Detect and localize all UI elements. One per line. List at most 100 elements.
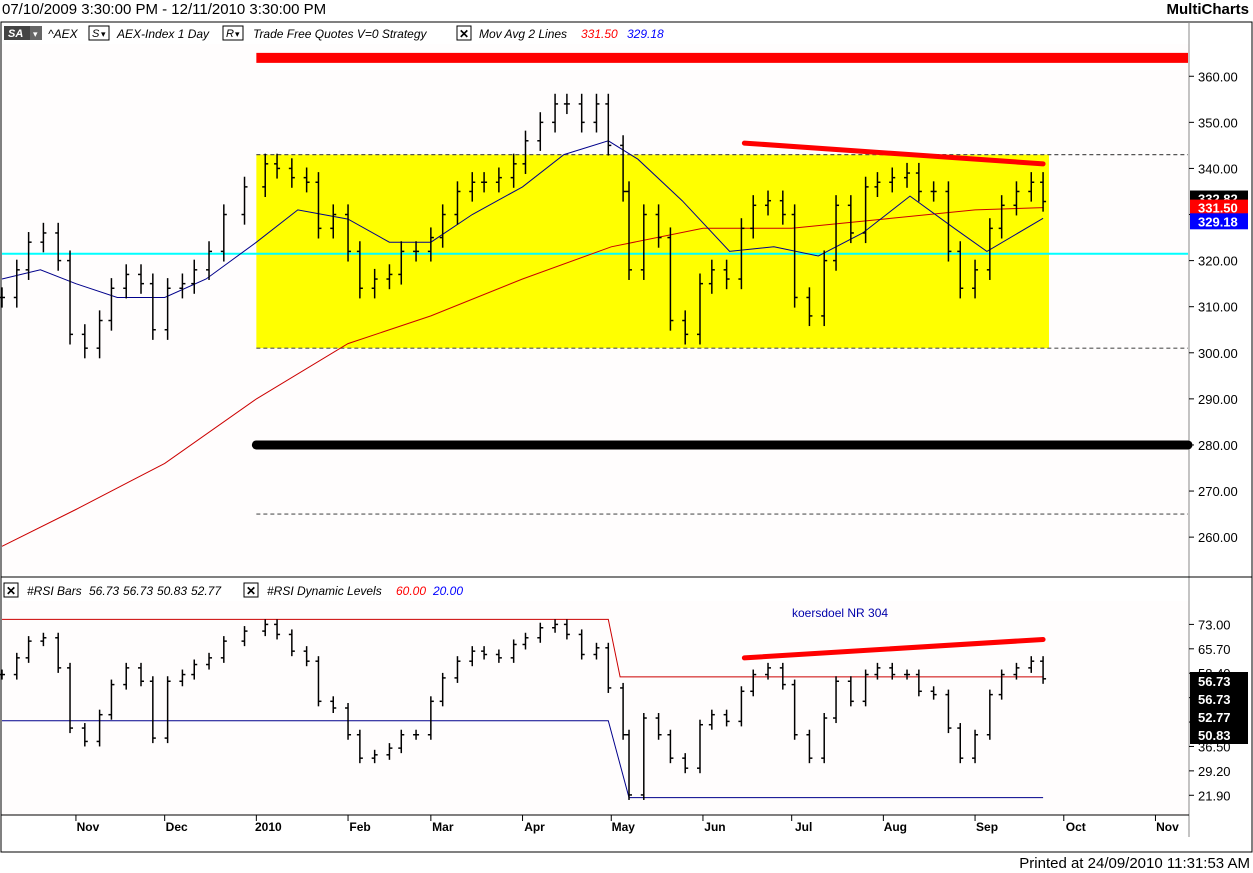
price-bar [779, 190, 786, 225]
brand-label: MultiCharts [1166, 1, 1250, 18]
price-bar [427, 227, 434, 262]
chevron-down-icon: ▾ [33, 29, 38, 39]
price-tick-label: 290.00 [1198, 392, 1238, 407]
sa-dropdown[interactable] [30, 26, 42, 40]
price-tick-label: 350.00 [1198, 115, 1238, 130]
rsi-annotation: koersdoel NR 304 [792, 606, 888, 620]
month-label: Feb [349, 820, 370, 834]
price-bar [67, 250, 74, 345]
rsi-bar [274, 619, 281, 640]
rsi-bar [696, 719, 703, 774]
price-bar [620, 135, 627, 202]
price-bar [495, 167, 502, 193]
range-box [256, 154, 1049, 349]
rsi-bar [241, 626, 248, 647]
price-bar [356, 241, 363, 299]
rsi-bar [738, 686, 745, 727]
rsi-bar [904, 669, 911, 680]
price-bar [164, 278, 171, 340]
price-bar [510, 153, 517, 188]
price-bar [862, 176, 869, 244]
rsi-badge [1190, 726, 1248, 744]
price-bar [149, 273, 156, 340]
month-label: Mar [432, 820, 454, 834]
printed-timestamp: Printed at 24/09/2010 11:31:53 AM [1019, 855, 1250, 872]
rsi-bar [330, 696, 337, 714]
rsi-toggle-checkbox[interactable] [3, 582, 19, 598]
rsi-upper-level [2, 618, 1044, 678]
price-bar [481, 172, 488, 193]
month-label: Aug [884, 820, 907, 834]
study-toggle-checkbox[interactable] [456, 25, 472, 41]
price-bar [593, 93, 600, 133]
rsi-levels-toggle-checkbox[interactable] [243, 582, 259, 598]
month-label: Sep [976, 820, 998, 834]
rsi-bar [510, 639, 517, 663]
price-bar [972, 259, 979, 299]
s-label: S [92, 28, 100, 40]
rsi-bar [469, 646, 476, 667]
rsi-bar [945, 689, 952, 734]
price-bar [626, 181, 633, 280]
price-bar [696, 273, 703, 345]
rsi-badge-label: 50.83 [1198, 728, 1231, 743]
rsi-bar [386, 743, 393, 760]
rsi-bar [750, 669, 757, 697]
sa-button[interactable] [4, 26, 30, 40]
rsi-bar [723, 709, 730, 727]
rsi-bar [55, 632, 62, 673]
rsi-badge [1190, 672, 1248, 690]
price-bar [1013, 181, 1020, 216]
price-bar [552, 93, 559, 133]
price-bar [138, 264, 145, 294]
rsi-bar [191, 659, 198, 680]
price-bar [55, 222, 62, 271]
price-bar [191, 259, 198, 294]
axes: 360.00350.00340.00330.00320.00310.00300.… [75, 69, 1248, 834]
price-plot [0, 52, 1193, 547]
price-bar [874, 172, 881, 198]
rsi-bar [1040, 656, 1047, 684]
rsi-bar [398, 729, 405, 754]
rsi-bar [986, 689, 993, 740]
rsi-levels-label: #RSI Dynamic Levels [267, 584, 382, 598]
rsi-bar [682, 753, 689, 774]
month-label: Jun [704, 820, 725, 834]
month-label: Nov [77, 820, 100, 834]
price-bar [0, 287, 5, 308]
chevron-down-icon: ▾ [101, 29, 106, 39]
price-bar [655, 204, 662, 248]
price-badge-label: 329.18 [1198, 214, 1238, 229]
rsi-tick-label: 65.70 [1198, 642, 1231, 657]
rsi-bar [578, 629, 585, 660]
price-bar [371, 268, 378, 299]
price-bar [1040, 172, 1047, 212]
rsi-bar [847, 676, 854, 707]
rsi-bar [481, 646, 488, 660]
price-bar [123, 264, 130, 299]
price-bar [288, 158, 295, 188]
price-bar [81, 324, 88, 359]
rsi-bar [0, 669, 5, 680]
price-bar [833, 195, 840, 271]
price-bar [439, 204, 446, 248]
rsi-upper-value: 60.00 [396, 584, 426, 598]
rsi-bar [164, 676, 171, 744]
rsi-bar [81, 723, 88, 747]
s-dropdown[interactable] [88, 25, 110, 41]
resistance-trendline [741, 140, 1046, 167]
price-bar [220, 204, 227, 262]
price-bar [847, 195, 854, 244]
rsi-bar [427, 696, 434, 740]
price-bar [274, 153, 281, 179]
month-label: Apr [524, 820, 545, 834]
price-bar [708, 259, 715, 294]
rsi-bar [123, 662, 130, 690]
rsi-bar [779, 662, 786, 690]
rsi-bar [874, 662, 881, 680]
rsi-bar [667, 729, 674, 764]
price-bar [537, 112, 544, 151]
r-dropdown[interactable] [222, 25, 244, 41]
rsi-badge-label: 52.77 [1198, 710, 1231, 725]
rsi-tick-label: 73.00 [1198, 617, 1231, 632]
